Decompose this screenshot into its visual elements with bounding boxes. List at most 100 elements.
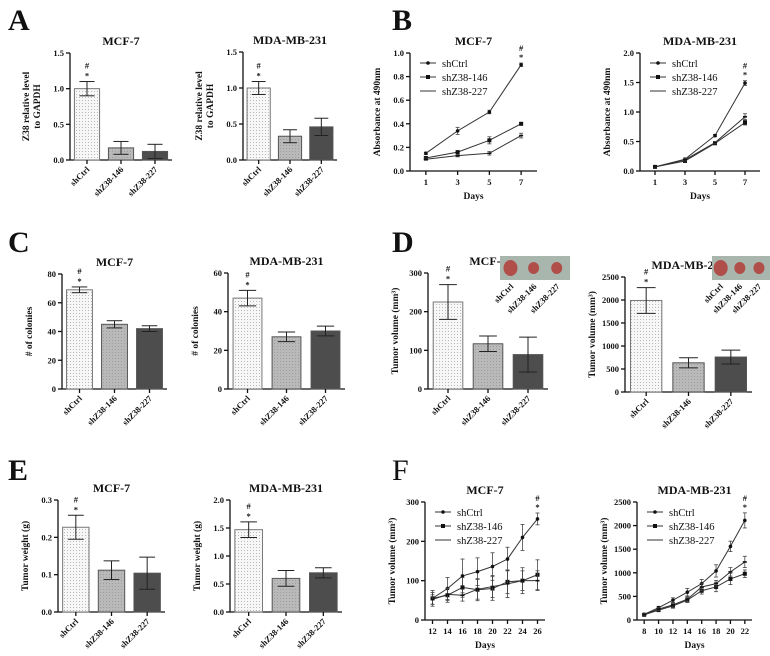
panel-letter-f: F (392, 454, 409, 487)
category-label: shZ38-227 (118, 616, 152, 650)
y-axis-label: Tumor volume (mm³) (387, 518, 398, 605)
x-tick-label: 20 (488, 626, 497, 636)
category-label: shZ38-227 (126, 164, 160, 198)
x-tick-label: 7 (519, 177, 524, 187)
x-tick-label: 16 (458, 626, 467, 636)
legend-label: shZ38-227 (669, 536, 715, 547)
data-point (519, 63, 523, 67)
data-point (713, 141, 717, 144)
legend-marker (441, 524, 445, 528)
data-point (670, 604, 675, 606)
significance-star: * (74, 504, 78, 514)
x-axis-label: Days (684, 641, 704, 651)
chart-title: MDA-MB-231 (249, 481, 323, 495)
significance-hash: # (743, 61, 748, 71)
y-tick-label: 200 (409, 307, 422, 317)
significance-hash: # (644, 267, 649, 277)
y-tick-label: 300 (409, 268, 422, 278)
category-label: shCtrl (228, 393, 252, 417)
significance-star: * (247, 511, 251, 521)
data-point (445, 593, 450, 596)
y-tick-label: 0.5 (226, 119, 237, 129)
data-point (743, 120, 747, 125)
bar-shctrl (232, 297, 263, 390)
significance-hash: # (77, 266, 82, 276)
legend-label: shZ38-227 (672, 87, 718, 98)
chart-c-mcf7: MCF-7 # of colonies 0 20 40 60 80 shCtrl #* shZ38… (25, 255, 167, 427)
legend-marker (441, 510, 445, 514)
x-tick-label: 5 (713, 177, 717, 187)
y-tick-label: 1.5 (53, 48, 64, 58)
category-label: shCtrl (57, 616, 81, 640)
x-tick-label: 8 (642, 626, 646, 636)
y-axis-label: Z38 relative level (22, 71, 32, 141)
y-axis-label: Tumor weight (g) (192, 521, 203, 591)
category-label: shZ38-146 (92, 164, 126, 198)
x-axis-label: Days (475, 641, 495, 651)
legend-marker (653, 524, 657, 528)
y-tick-label: 1000 (614, 568, 631, 578)
y-tick-label: 2000 (602, 295, 619, 305)
y-axis-label: Absorbance at 490nm (603, 68, 613, 157)
chart-f-mdamb231: MDA-MB-231 Tumor volume (mm³) 0 500 1000 1500… (599, 483, 752, 651)
y-tick-label: 40 (48, 327, 57, 337)
data-point (487, 138, 492, 143)
legend-label: shZ38-146 (457, 522, 503, 533)
series-shz38-227: shZ38-227 (430, 536, 540, 605)
category-label: shZ38-227 (120, 393, 154, 427)
significance-star: * (535, 502, 539, 512)
chart-title: MDA-MB-231 (663, 34, 737, 48)
y-tick-label: 60 (214, 268, 223, 278)
series-line (432, 580, 538, 601)
chart-f-mcf7: MCF-7 Tumor volume (mm³) 0 100 200 300 12 14 16 1… (387, 483, 545, 651)
legend-label: shCtrl (669, 508, 695, 519)
data-point (475, 588, 480, 591)
chart-a-mdamb231: MDA-MB-231 Z38 relative level to GAPDH 0.0 0… (195, 33, 337, 198)
y-tick-label: 0.0 (53, 155, 64, 165)
legend-label: shZ38-146 (672, 73, 718, 84)
chart-b-mdamb231: MDA-MB-231 Absorbance at 490nm 0.0 0.5 1.0 1.… (603, 34, 760, 202)
category-label: shZ38-146 (257, 616, 291, 650)
significance-hash: # (85, 61, 90, 71)
y-tick-label: 0.1 (41, 570, 52, 580)
chart-d-mdamb231: MDA-MB-231 Tumor volume (mm³) 0 500 1000 1500… (587, 256, 770, 430)
chart-title: MCF-7 (96, 255, 133, 269)
category-label: shZ38-227 (296, 393, 330, 427)
x-tick-label: 18 (473, 626, 482, 636)
y-tick-label: 2.0 (623, 48, 634, 58)
data-point (685, 590, 690, 594)
significance-hash: # (74, 494, 79, 504)
tumor-image (753, 262, 765, 274)
panel-letter-e: E (8, 454, 28, 487)
category-label: shZ38-146 (257, 393, 291, 427)
data-point (519, 121, 524, 126)
y-tick-label: 500 (618, 591, 631, 601)
y-tick-label: 300 (406, 497, 419, 507)
chart-d-mcf7: MCF-7 Tumor volume (mm³) 0 100 200 300 shCtrl #… (390, 254, 570, 427)
data-point (653, 166, 657, 168)
category-label: shZ38-146 (459, 393, 493, 427)
data-point (460, 574, 465, 578)
y-tick-label: 1.0 (213, 551, 224, 561)
chart-e-mcf7: MCF-7 Tumor weight (g) 0.0 0.1 0.2 0.3 shCtrl #… (20, 481, 165, 650)
data-point (683, 158, 687, 161)
data-point (714, 582, 719, 585)
y-tick-label: 0.6 (393, 95, 404, 105)
series-shz38-146: shZ38-146 (430, 522, 540, 605)
tumor-image (713, 260, 728, 276)
chart-a-mcf7: MCF-7 Z38 relative level to GAPDH 0.0 0.5 1.0… (22, 34, 172, 198)
bar-shz38-146 (101, 323, 128, 390)
y-tick-label: 100 (406, 576, 419, 586)
x-tick-label: 22 (741, 626, 750, 636)
x-tick-label: 3 (456, 177, 460, 187)
significance-star: * (446, 274, 450, 284)
y-axis-label: # of colonies (191, 306, 201, 356)
bar-shctrl (246, 87, 271, 161)
bar-shctrl (66, 289, 93, 390)
chart-title: MDA-MB-231 (250, 254, 324, 268)
series-line (644, 573, 745, 616)
y-tick-label: 40 (214, 307, 223, 317)
legend-label: shCtrl (457, 508, 483, 519)
panel-letter-b: B (392, 4, 412, 37)
